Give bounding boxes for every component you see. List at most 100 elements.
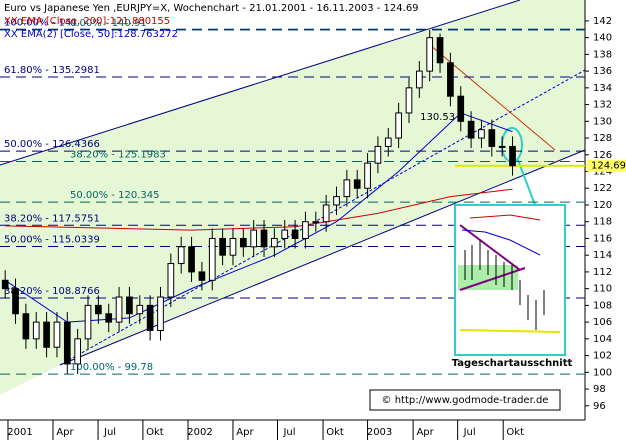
x-tick-label: Okt (506, 427, 524, 438)
candle-body (95, 304, 102, 315)
level-label: 50.00% - 115.0339 (4, 235, 100, 246)
y-tick-label: 104 (593, 334, 612, 345)
candle-body (239, 237, 247, 248)
candle-body (509, 145, 516, 167)
candle-body (229, 237, 237, 256)
y-tick-label: 126 (593, 150, 612, 161)
y-tick-label: 138 (593, 49, 612, 60)
y-tick-label: 128 (593, 133, 612, 144)
candle-body (353, 179, 361, 189)
trend-channel (0, 0, 585, 395)
annotation: 130.53 (420, 112, 455, 123)
callout-line (517, 159, 536, 206)
x-tick-label: Jul (103, 427, 116, 438)
y-tick-label: 98 (593, 384, 606, 395)
inset-line (459, 224, 521, 271)
candle-body (333, 196, 340, 206)
x-tick-label: 2002 (187, 427, 212, 438)
level-label: 50.00% - 126.4366 (4, 139, 100, 150)
candle-body (115, 296, 123, 323)
inset-line (459, 329, 561, 333)
y-tick-label: 120 (593, 200, 612, 211)
y-tick-label: 122 (593, 183, 612, 194)
candle-body (198, 271, 206, 281)
inset-line (461, 229, 541, 256)
y-tick-label: 100 (593, 367, 612, 378)
x-tick-label: Apr (236, 427, 254, 438)
inset-label: Tageschartausschnitt (452, 358, 573, 369)
x-tick-label: Jul (463, 427, 476, 438)
candle-body (415, 70, 423, 89)
level-label: 100.00% - 141 (4, 17, 78, 28)
y-tick-label: 130 (593, 116, 612, 127)
y-tick-label: 108 (593, 300, 612, 311)
last-label: 124.69 (591, 161, 626, 172)
y-tick-label: 142 (593, 16, 612, 27)
y-tick-label: 96 (593, 401, 606, 412)
candle-body (436, 37, 444, 64)
y-tick-label: 134 (593, 83, 612, 94)
candle-body (291, 229, 299, 239)
candle-body (457, 95, 465, 122)
candle-body (384, 137, 392, 147)
candle-body (343, 179, 351, 198)
y-tick-label: 132 (593, 100, 612, 111)
candle-body (43, 321, 50, 348)
level-label: 61.80% - 135.2981 (4, 65, 100, 76)
inset-line (469, 214, 541, 221)
inset-line (459, 267, 526, 291)
candle-body (146, 304, 154, 331)
candle-body (250, 229, 258, 248)
y-tick-label: 124 (593, 167, 612, 178)
level-label: 38.20% - 108.8766 (4, 286, 100, 297)
indicator-label: XX EMA [Close, 200]:121.880155 (4, 16, 170, 27)
candle-body (53, 321, 61, 348)
x-tick-label: Okt (146, 427, 164, 438)
candle-body (105, 313, 113, 323)
y-tick-label: 102 (593, 351, 612, 362)
candle-body (63, 321, 71, 365)
candle-body (271, 237, 278, 248)
x-tick-label: Apr (416, 427, 434, 438)
candle-body (364, 162, 371, 189)
x-tick-label: Okt (326, 427, 344, 438)
y-tick-label: 106 (593, 317, 612, 328)
last-badge (587, 159, 626, 172)
y-tick-label: 110 (593, 284, 612, 295)
x-tick-label: 2003 (367, 427, 392, 438)
inset-candles (464, 240, 545, 330)
x-tick-label: Apr (56, 427, 74, 438)
candle-body (126, 296, 133, 315)
candle-body (395, 112, 402, 139)
y-tick-label: 136 (593, 66, 612, 77)
y-tick-label: 112 (593, 267, 612, 278)
candle-body (1, 279, 9, 290)
level-label: 0.00% - 140.91 (70, 18, 147, 29)
y-tick-label: 140 (593, 33, 612, 44)
copyright-box (369, 389, 561, 411)
candle-body (322, 204, 330, 223)
candle-body (302, 221, 309, 239)
candle-body (478, 129, 485, 139)
y-tick-label: 114 (593, 250, 612, 261)
candle-body (312, 221, 320, 224)
level-label: 38.20% - 117.5751 (4, 213, 100, 224)
candle-body (12, 288, 19, 315)
candle-body (281, 229, 289, 239)
channel-upper (0, 0, 521, 166)
inset (454, 204, 566, 356)
x-tick-label: 2001 (7, 427, 32, 438)
y-tick-label: 118 (593, 217, 612, 228)
candle-body (467, 120, 475, 139)
candle-body (188, 246, 195, 273)
copyright: © http://www.godmode-trader.de (382, 395, 549, 406)
y-tick-label: 116 (593, 233, 612, 244)
candle-body (498, 145, 506, 148)
chart-title: Euro vs Japanese Yen ,EURJPY=X, Wochench… (4, 3, 419, 14)
level-label: 100.00% - 99.78 (70, 362, 153, 373)
candle-body (219, 237, 226, 256)
candle-body (84, 304, 92, 340)
candle-body (167, 263, 175, 298)
x-tick-label: Jul (282, 427, 295, 438)
